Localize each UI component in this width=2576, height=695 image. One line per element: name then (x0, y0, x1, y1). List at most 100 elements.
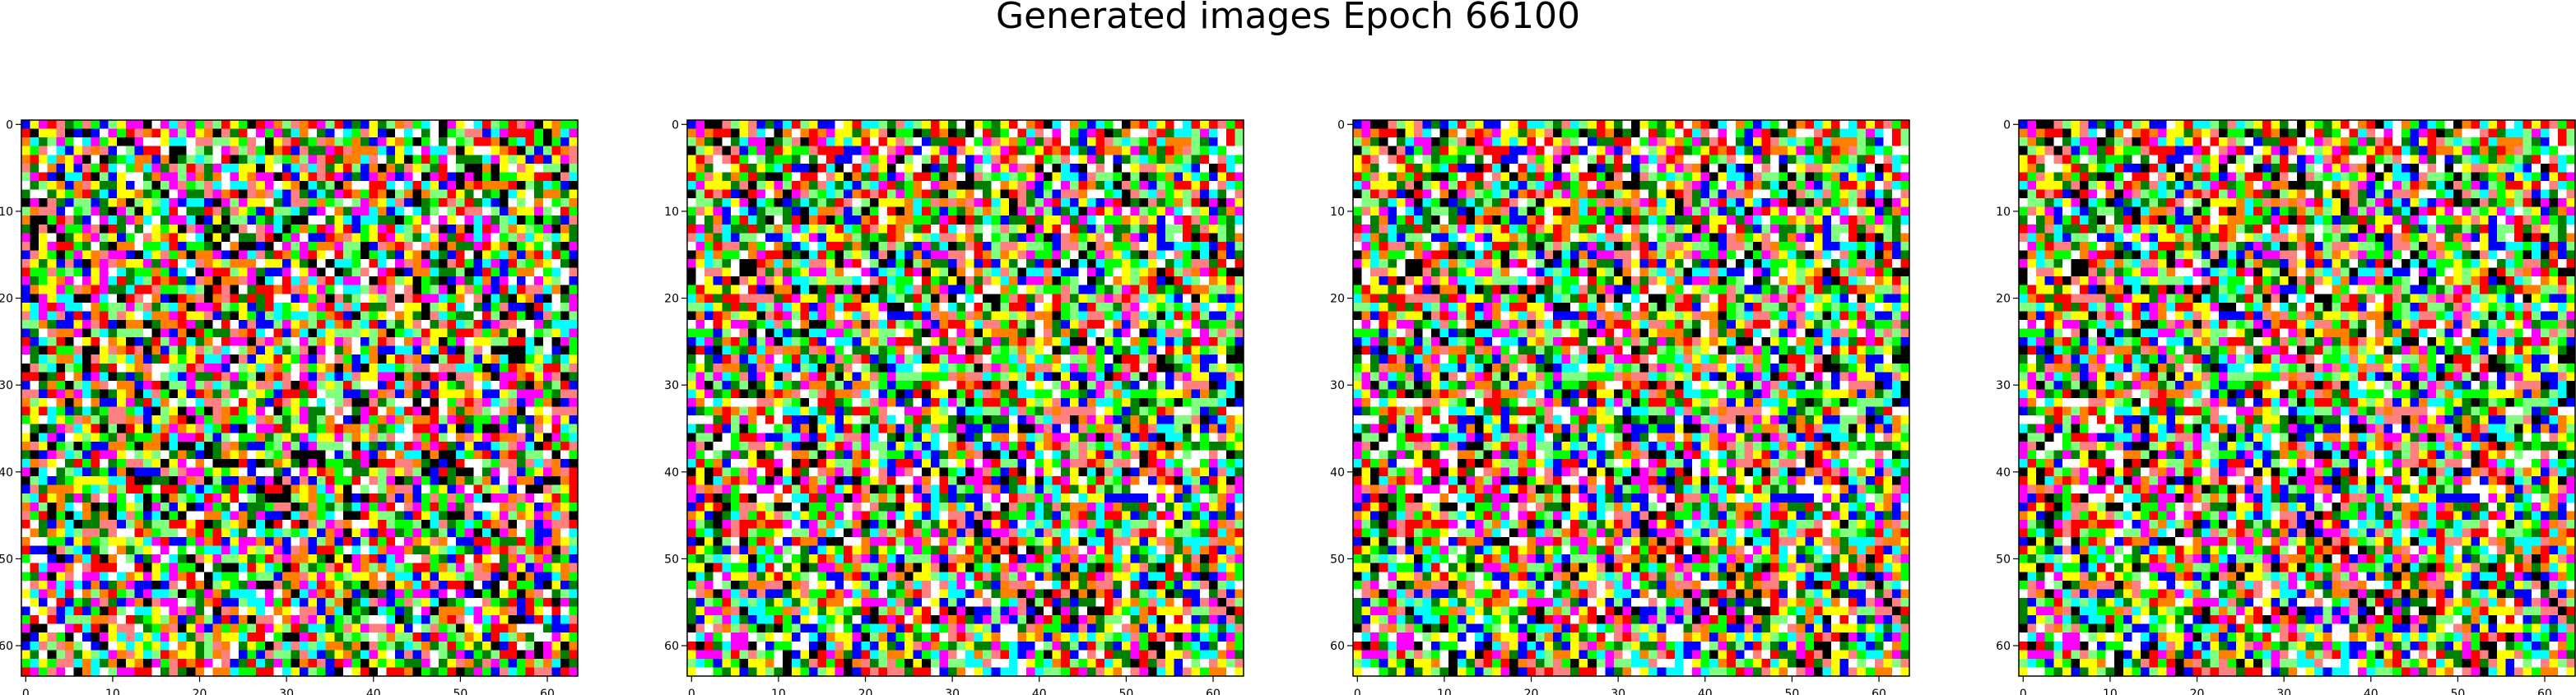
pixel (439, 137, 449, 147)
pixel (178, 337, 188, 347)
pixel (308, 641, 318, 651)
pixel (439, 606, 449, 616)
pixel (125, 572, 135, 581)
pixel (142, 606, 153, 616)
pixel (395, 450, 405, 460)
pixel (695, 155, 705, 164)
pixel (1086, 163, 1097, 173)
pixel (56, 615, 66, 625)
pixel (464, 206, 474, 216)
pixel (291, 180, 300, 191)
pixel (508, 146, 518, 155)
pixel (1008, 224, 1018, 234)
pixel (273, 250, 283, 260)
pixel (351, 476, 361, 486)
pixel (186, 215, 196, 225)
pixel (142, 563, 153, 572)
pixel (317, 632, 327, 642)
pixel (160, 198, 170, 208)
pixel (256, 458, 266, 469)
pixel (1191, 180, 1201, 191)
pixel (560, 589, 570, 599)
pixel (378, 120, 388, 130)
pixel (317, 493, 327, 503)
pixel (542, 276, 552, 286)
pixel (886, 189, 897, 199)
pixel (325, 172, 335, 182)
pixel (256, 198, 266, 208)
pixel (739, 233, 749, 243)
pixel (151, 345, 161, 355)
pixel (273, 623, 283, 633)
pixel (695, 172, 705, 182)
pixel (991, 206, 1001, 216)
pixel (481, 311, 491, 321)
pixel (308, 363, 318, 373)
pixel (895, 155, 905, 164)
pixel (239, 433, 249, 442)
pixel (473, 476, 483, 486)
pixel (395, 658, 405, 669)
pixel (30, 484, 40, 494)
pixel (91, 120, 100, 130)
pixel (713, 163, 723, 173)
pixel (1052, 163, 1062, 173)
pixel (178, 319, 188, 330)
pixel (1035, 172, 1044, 182)
pixel (178, 206, 188, 216)
pixel (91, 155, 100, 164)
pixel (117, 597, 127, 608)
pixel (412, 250, 422, 260)
pixel (230, 424, 239, 433)
pixel (525, 224, 535, 234)
pixel (456, 120, 466, 130)
pixel (542, 563, 552, 572)
pixel (56, 120, 66, 130)
pixel (447, 545, 457, 555)
pixel (1104, 189, 1114, 199)
pixel (1008, 163, 1018, 173)
pixel (1095, 189, 1105, 199)
pixel (56, 484, 66, 494)
pixel (378, 380, 388, 391)
pixel (421, 441, 431, 451)
pixel (551, 458, 561, 469)
pixel (395, 294, 405, 303)
pixel (317, 363, 327, 373)
pixel (481, 137, 491, 147)
pixel (1165, 172, 1175, 182)
pixel (142, 519, 153, 530)
pixel (342, 658, 352, 669)
pixel (264, 441, 274, 451)
pixel (151, 641, 161, 651)
pixel (178, 215, 188, 225)
pixel (421, 398, 431, 408)
pixel (291, 198, 300, 208)
pixel (186, 415, 196, 425)
pixel (47, 285, 57, 294)
pixel (212, 563, 222, 572)
pixel (412, 302, 422, 312)
pixel (1086, 224, 1097, 234)
pixel (430, 354, 439, 364)
pixel (369, 493, 379, 503)
pixel (421, 285, 431, 294)
pixel (1008, 198, 1018, 208)
pixel (1000, 146, 1010, 155)
pixel (1069, 128, 1079, 138)
pixel (21, 424, 31, 433)
pixel (456, 294, 466, 303)
pixel (203, 511, 213, 521)
pixel (21, 215, 31, 225)
pixel (186, 615, 196, 625)
pixel (852, 163, 862, 173)
pixel (203, 372, 213, 382)
pixel (687, 163, 697, 173)
pixel (195, 328, 205, 338)
pixel (160, 623, 170, 633)
pixel (73, 180, 83, 191)
pixel (56, 493, 66, 503)
pixel (1017, 155, 1027, 164)
pixel (386, 189, 396, 199)
